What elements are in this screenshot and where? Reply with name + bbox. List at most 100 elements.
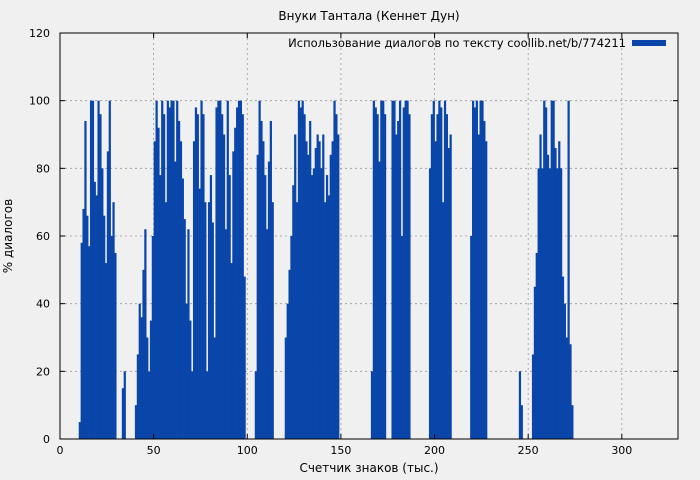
- bar: [393, 100, 396, 440]
- bar: [333, 100, 336, 440]
- bar: [565, 337, 568, 439]
- bar: [194, 107, 198, 440]
- bar: [327, 195, 331, 439]
- bar: [292, 185, 295, 439]
- x-tick-label: 150: [330, 444, 351, 457]
- bar: [97, 100, 100, 440]
- bar: [192, 141, 196, 439]
- bar: [331, 141, 334, 439]
- x-axis-label: Счетчик знаков (тыс.): [299, 461, 438, 475]
- bar: [179, 141, 183, 439]
- bar: [266, 229, 269, 439]
- bar: [563, 303, 566, 439]
- bar: [543, 100, 546, 440]
- bar: [213, 337, 216, 439]
- bar: [284, 337, 287, 439]
- bar: [483, 120, 486, 439]
- bar: [310, 175, 314, 439]
- bar: [78, 422, 81, 439]
- bar: [395, 134, 398, 439]
- bar: [335, 114, 338, 439]
- bar: [101, 168, 104, 439]
- bar: [185, 303, 188, 439]
- bar: [104, 263, 108, 439]
- bar: [307, 154, 310, 440]
- x-tick-label: 0: [57, 444, 64, 457]
- bar: [545, 107, 548, 440]
- bar: [136, 354, 139, 439]
- bar: [518, 371, 522, 439]
- bar: [232, 151, 235, 440]
- bar: [312, 168, 316, 439]
- bar: [219, 100, 222, 440]
- bar: [535, 252, 538, 439]
- bar: [550, 100, 553, 440]
- bar: [264, 175, 267, 439]
- bar: [301, 100, 304, 440]
- bar: [241, 114, 244, 439]
- bar: [88, 246, 91, 439]
- bar: [89, 100, 93, 440]
- chart-title: Внуки Тантала (Кеннет Дун): [278, 9, 459, 23]
- bar: [170, 100, 173, 440]
- bars-layer: [78, 100, 574, 440]
- bar: [267, 161, 271, 439]
- bar: [294, 134, 297, 439]
- bar: [372, 100, 375, 440]
- x-tick-label: 200: [424, 444, 445, 457]
- legend: Использование диалогов по тексту coollib…: [288, 36, 666, 50]
- bar: [560, 168, 563, 439]
- bar: [558, 141, 561, 439]
- bar: [269, 120, 272, 439]
- bar: [485, 141, 488, 439]
- bar: [155, 100, 158, 440]
- bar: [166, 100, 169, 440]
- bar: [470, 236, 473, 439]
- bar: [447, 148, 450, 439]
- bar: [290, 236, 293, 439]
- bar: [556, 168, 559, 439]
- y-tick-label: 60: [36, 230, 50, 243]
- bar: [112, 202, 115, 439]
- bar: [295, 202, 299, 439]
- bar: [404, 100, 407, 440]
- bar: [286, 303, 289, 439]
- bar: [209, 175, 213, 439]
- bar: [370, 371, 374, 439]
- bar: [531, 354, 535, 439]
- bar: [176, 100, 179, 440]
- bar: [305, 141, 308, 439]
- bar: [84, 120, 87, 439]
- bar: [554, 148, 557, 439]
- bar: [262, 141, 265, 439]
- y-tick-label: 80: [36, 162, 50, 175]
- bar: [325, 175, 329, 439]
- bar: [217, 100, 220, 440]
- bar: [374, 107, 377, 440]
- bar: [200, 100, 203, 440]
- y-tick-label: 0: [43, 433, 50, 446]
- x-tick-label: 300: [611, 444, 632, 457]
- bar: [382, 100, 385, 440]
- bar: [183, 219, 186, 439]
- bar: [391, 100, 394, 440]
- bar: [378, 161, 381, 439]
- bar: [546, 154, 550, 440]
- bar: [571, 405, 574, 439]
- bar: [99, 114, 102, 439]
- bar: [258, 100, 261, 440]
- bar: [472, 100, 475, 440]
- x-tick-label: 50: [147, 444, 161, 457]
- bar: [254, 371, 257, 439]
- bar: [402, 107, 405, 440]
- bar: [230, 263, 233, 439]
- bar: [271, 202, 274, 439]
- bar: [569, 344, 572, 439]
- bar: [149, 320, 153, 439]
- y-tick-label: 100: [29, 95, 50, 108]
- bar: [174, 161, 177, 439]
- bar: [324, 202, 327, 439]
- bar: [428, 168, 432, 439]
- bar: [234, 127, 237, 439]
- bar: [406, 100, 409, 440]
